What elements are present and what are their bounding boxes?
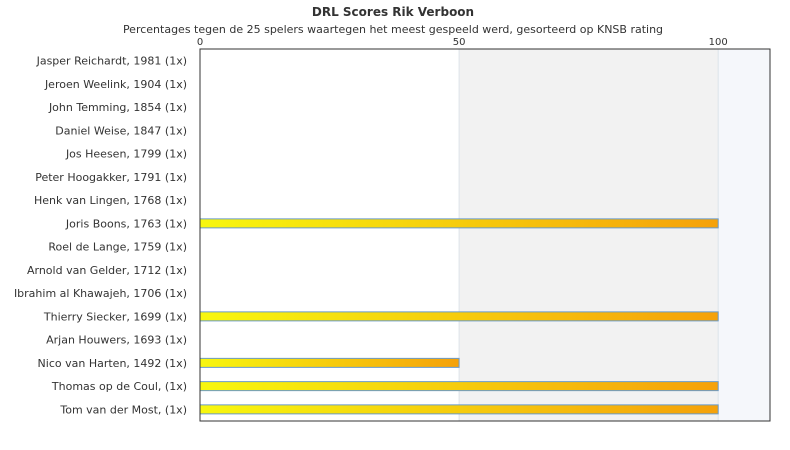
category-label: Nico van Harten, 1492 (1x) [38,357,187,370]
category-label: Thomas op de Coul, (1x) [51,380,187,393]
category-label: Arjan Houwers, 1693 (1x) [46,334,187,347]
category-label: Ibrahim al Khawajeh, 1706 (1x) [14,287,187,300]
category-label: Peter Hoogakker, 1791 (1x) [35,171,187,184]
category-label: Jeroen Weelink, 1904 (1x) [44,78,187,91]
bar [199,357,460,368]
bar [199,218,719,229]
x-tick-label: 50 [453,37,466,48]
x-tick-label: 0 [197,37,203,48]
category-label: Joris Boons, 1763 (1x) [65,217,187,230]
category-label: Arnold van Gelder, 1712 (1x) [27,264,187,277]
bar [199,381,719,392]
category-label: Roel de Lange, 1759 (1x) [48,241,187,254]
category-label: Daniel Weise, 1847 (1x) [55,124,187,137]
category-label: Henk van Lingen, 1768 (1x) [34,194,187,207]
x-axis-ticks: 0 50 100 [197,37,728,48]
plot-frame [199,48,771,422]
chart-subtitle: Percentages tegen de 25 spelers waartege… [123,23,663,36]
y-axis-categories: Jasper Reichardt, 1981 (1x) Jeroen Weelin… [14,55,187,417]
plot-band [459,49,719,421]
category-label: Thierry Siecker, 1699 (1x) [43,310,187,323]
category-label: Jasper Reichardt, 1981 (1x) [36,55,187,68]
plot-band [718,49,770,421]
category-label: Jos Heesen, 1799 (1x) [65,148,187,161]
category-label: John Temming, 1854 (1x) [48,101,187,114]
bar [199,311,719,322]
chart-title: DRL Scores Rik Verboon [312,5,474,19]
bar [199,404,719,415]
category-label: Tom van der Most, (1x) [59,403,187,416]
x-tick-label: 100 [709,37,728,48]
